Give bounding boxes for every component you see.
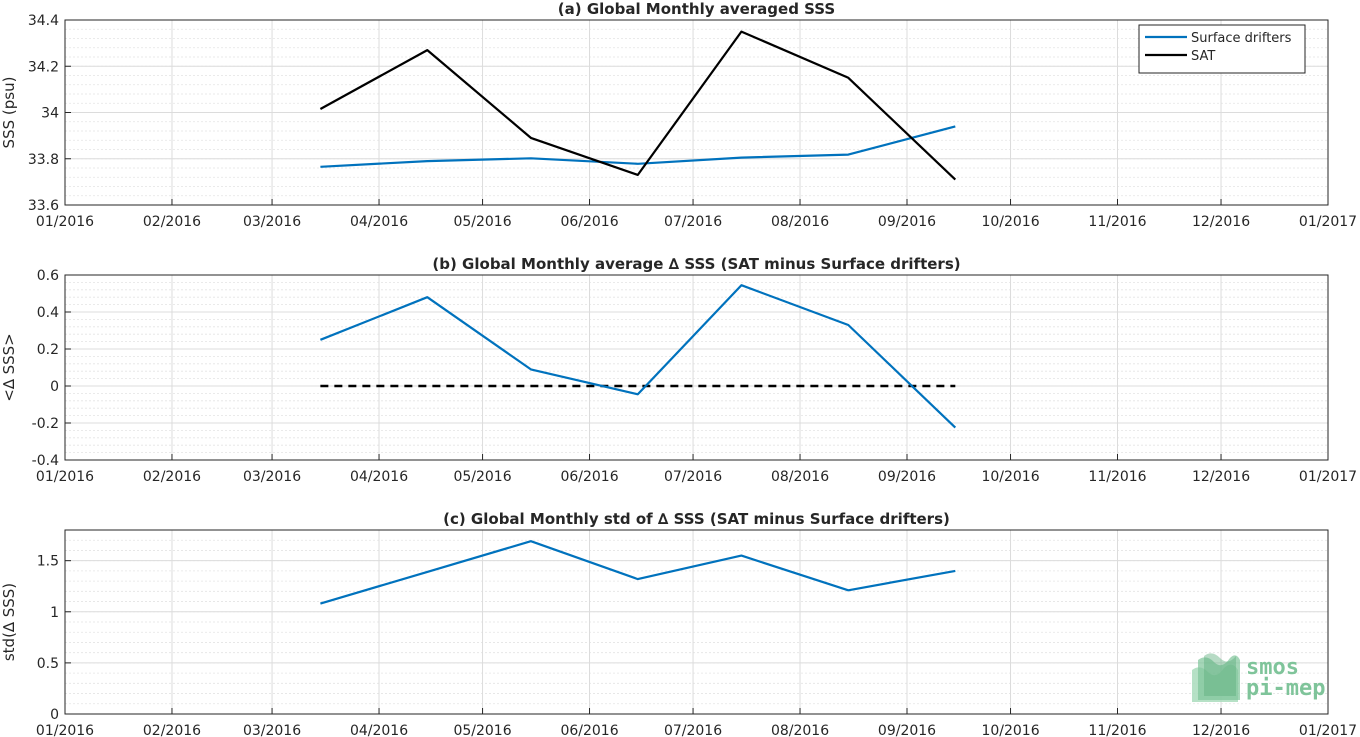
x-tick-label: 07/2016 <box>664 469 722 485</box>
x-tick-label: 10/2016 <box>981 214 1039 230</box>
y-tick-label: 33.6 <box>28 198 59 214</box>
x-tick-label: 11/2016 <box>1088 723 1146 737</box>
x-tick-label: 10/2016 <box>981 723 1039 737</box>
legend: Surface drifters SAT <box>1138 24 1306 74</box>
x-tick-label: 08/2016 <box>771 469 829 485</box>
legend-label: SAT <box>1191 49 1215 64</box>
logo-line1: smos <box>1246 655 1299 680</box>
x-tick-label: 04/2016 <box>350 723 408 737</box>
y-tick-label: 34.2 <box>28 59 59 75</box>
x-tick-label: 12/2016 <box>1192 214 1250 230</box>
x-tick-label: 01/2016 <box>36 214 94 230</box>
x-tick-label: 12/2016 <box>1192 469 1250 485</box>
plot-area <box>65 275 1328 460</box>
x-tick-label: 02/2016 <box>143 723 201 737</box>
x-tick-label: 05/2016 <box>453 723 511 737</box>
panel-c: 0 0.5 1 1.5 01/2016 02/2016 03/2016 04/2016 05/2… <box>0 510 1357 737</box>
x-tick-label: 02/2016 <box>143 469 201 485</box>
y-tick-label: 0 <box>50 707 59 723</box>
y-axis-label: <∆ SSS> <box>0 333 18 402</box>
x-tick-label: 08/2016 <box>771 214 829 230</box>
x-tick-label: 01/2017 <box>1299 469 1357 485</box>
x-tick-label: 09/2016 <box>878 469 936 485</box>
x-tick-label: 12/2016 <box>1192 723 1250 737</box>
x-tick-label: 11/2016 <box>1088 469 1146 485</box>
x-tick-label: 03/2016 <box>243 214 301 230</box>
panel-a: 33.6 33.8 34 34.2 34.4 01/2016 02/2016 03/2016 0… <box>0 0 1357 230</box>
y-tick-label: 0.6 <box>37 268 59 284</box>
axes-box <box>64 274 1329 461</box>
smos-pi-mep-logo: smos pi-mep <box>1192 653 1325 702</box>
chart-title: (b) Global Monthly average ∆ SSS (SAT mi… <box>432 255 960 273</box>
x-tick-label: 11/2016 <box>1088 214 1146 230</box>
x-tick-label: 05/2016 <box>453 214 511 230</box>
axes-box <box>64 19 1329 206</box>
y-tick-label: 1.5 <box>37 554 59 570</box>
x-tick-label: 06/2016 <box>560 723 618 737</box>
x-tick-label: 04/2016 <box>350 214 408 230</box>
series-line-series-1 <box>320 540 956 605</box>
y-tick-label: 0 <box>50 379 59 395</box>
chart-title: (c) Global Monthly std of ∆ SSS (SAT min… <box>443 510 950 528</box>
y-tick-label: 34.4 <box>28 13 59 29</box>
y-tick-label: 0.2 <box>37 342 59 358</box>
y-axis-label: SSS (psu) <box>0 77 18 149</box>
y-tick-label: 1 <box>50 605 59 621</box>
legend-label: Surface drifters <box>1191 31 1292 46</box>
x-tick-label: 06/2016 <box>560 469 618 485</box>
x-tick-label: 01/2016 <box>36 723 94 737</box>
panel-b: -0.4 -0.2 0 0.2 0.4 0.6 01/2016 02/2016 03/2016 0… <box>0 255 1357 485</box>
x-tick-label: 01/2016 <box>36 469 94 485</box>
x-tick-label: 07/2016 <box>664 214 722 230</box>
x-tick-label: 03/2016 <box>243 469 301 485</box>
axes-box <box>64 529 1329 715</box>
chart-title: (a) Global Monthly averaged SSS <box>558 0 835 18</box>
y-axis-label: std(∆ SSS) <box>0 583 18 661</box>
x-tick-label: 10/2016 <box>981 469 1039 485</box>
x-tick-label: 04/2016 <box>350 469 408 485</box>
y-tick-label: 33.8 <box>28 152 59 168</box>
legend-box <box>1138 24 1306 74</box>
x-tick-label: 05/2016 <box>453 469 511 485</box>
x-tick-label: 03/2016 <box>243 723 301 737</box>
y-tick-label: 0.4 <box>37 305 59 321</box>
x-tick-label: 01/2017 <box>1299 723 1357 737</box>
y-tick-label: 34 <box>41 106 59 122</box>
y-tick-label: 0.5 <box>37 656 59 672</box>
x-tick-label: 06/2016 <box>560 214 618 230</box>
logo-line2: pi-mep <box>1246 676 1325 701</box>
x-tick-label: 02/2016 <box>143 214 201 230</box>
series-line-series-1 <box>319 284 957 429</box>
x-tick-label: 01/2017 <box>1299 214 1357 230</box>
x-tick-label: 07/2016 <box>664 723 722 737</box>
series-line-surface-drifters <box>320 125 956 168</box>
series-line-sat <box>319 30 957 181</box>
x-tick-label: 09/2016 <box>878 723 936 737</box>
y-tick-label: -0.2 <box>32 416 59 432</box>
x-tick-label: 08/2016 <box>771 723 829 737</box>
x-tick-label: 09/2016 <box>878 214 936 230</box>
logo-wave-icon <box>1192 653 1240 702</box>
y-tick-label: -0.4 <box>32 453 59 469</box>
